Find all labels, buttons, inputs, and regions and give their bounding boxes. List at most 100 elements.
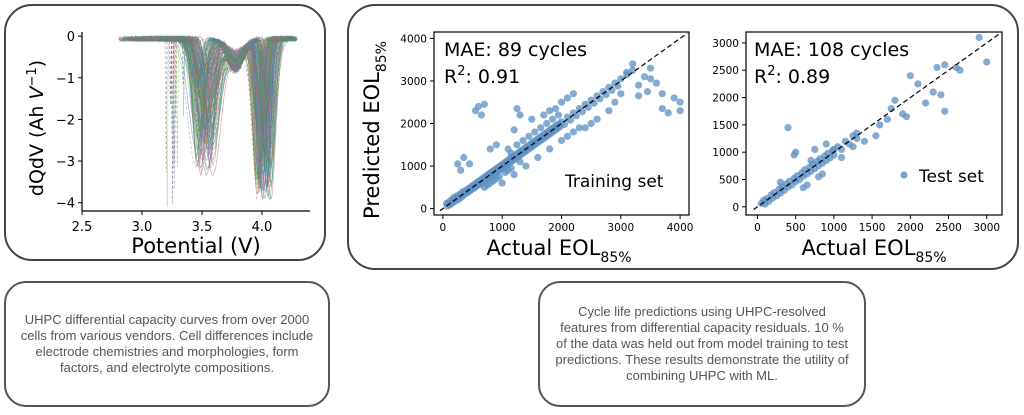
training-point [516,158,524,166]
test-point [818,170,826,178]
test-identity-line [753,33,1001,211]
dqdv-caption: UHPC differential capacity curves from o… [4,281,330,407]
training-point [635,81,643,89]
training-point [676,107,684,115]
training-point [510,171,518,179]
training-point [646,64,655,72]
test-xtick-label: 2500 [935,222,962,234]
training-point [498,179,506,187]
test-point [956,66,964,74]
test-point [891,96,899,104]
test-point [803,181,811,189]
dqdv-xlabel: Potential (V) [131,234,260,258]
training-point [605,107,613,115]
test-set-label: Test set [918,167,984,187]
test-xlabel: Actual EOL85% [801,236,946,266]
training-point [587,119,595,128]
training-point [549,115,557,123]
training-point [546,107,554,115]
dqdv-curve [165,36,289,201]
dqdv-curve [154,36,282,106]
test-ytick-label: 1000 [712,147,739,159]
test-mae-annotation: MAE: 108 cycles [754,39,909,61]
test-parity-chart: 0 500 1000 1500 2000 2500 3000 0 500 1000 1500 2000… [712,31,1003,266]
training-point [537,124,545,132]
training-point [507,149,515,157]
training-point [492,141,500,149]
test-point [853,129,861,137]
training-set-label: Training set [564,172,664,192]
training-point [471,107,480,115]
training-point [575,124,583,132]
training-point [643,88,652,96]
dqdv-ytick-label: 0 [67,30,75,45]
test-xtick-label: 3000 [973,222,1000,234]
dqdv-axes: 2.5 3.0 3.5 4.0 0 −1 −2 −3 −4 [56,30,310,235]
test-ytick-label: 0 [732,202,739,214]
training-point [560,120,569,128]
test-point [837,154,846,162]
training-xtick-label: 4000 [667,222,694,234]
dqdv-xtick-label: 4.0 [252,220,273,235]
dqdv-xtick-label: 2.5 [72,220,93,235]
dqdv-chart: 2.5 3.0 3.5 4.0 0 −1 −2 −3 −4 Potential (V) dQdV… [25,30,310,258]
training-r2-annotation: R2: 0.91 [444,64,520,88]
test-xtick-label: 2000 [897,222,924,234]
training-identity-line [439,32,688,212]
test-point [872,132,880,140]
dqdv-curve [146,36,284,143]
training-xtick-label: 3000 [607,222,634,234]
training-point [658,105,666,113]
test-point [860,137,868,145]
dqdv-curve [122,35,283,173]
dqdv-curve [151,35,293,168]
training-point [664,109,672,117]
dqdv-spike [171,36,175,200]
training-point [534,153,542,162]
training-mae-annotation: MAE: 89 cycles [444,39,587,61]
training-point [552,105,560,113]
test-point [922,99,930,107]
training-point [563,132,571,140]
training-point [629,66,637,74]
dqdv-spike [171,36,175,169]
test-ytick-label: 2000 [712,93,739,105]
training-xtick-label: 0 [440,222,447,234]
test-points [757,33,991,208]
dqdv-spike [174,36,178,118]
dqdv-spike [182,36,185,117]
training-point [546,145,554,153]
test-point [937,91,945,99]
training-ytick-label: 2000 [400,119,427,131]
test-point [914,80,922,88]
training-point [569,90,577,98]
training-points [442,60,684,210]
training-xlabel: Actual EOL85% [486,236,631,266]
test-axes: 0 500 1000 1500 2000 2500 3000 0 500 1000 1500 2000… [712,31,1003,234]
dqdv-spike [170,36,174,132]
test-point [792,148,800,156]
dqdv-curve [164,38,295,185]
dqdv-curve [160,37,291,156]
training-point [635,92,643,100]
training-axes: 0 1000 2000 3000 4000 0 1000 2000 3000 4000 [400,31,694,234]
training-ytick-label: 1000 [400,161,427,173]
test-point [906,72,914,80]
test-point [811,145,819,153]
training-point [584,103,592,111]
training-point [557,136,566,145]
training-point [554,111,563,119]
training-point [581,124,589,132]
test-xtick-label: 500 [786,222,806,234]
test-point [933,63,941,72]
dqdv-ytick-label: −4 [56,197,75,212]
training-point [563,94,571,102]
test-point [902,113,911,121]
training-point [617,75,625,83]
training-point [486,145,494,153]
training-point [578,108,586,116]
training-point [495,173,503,181]
test-ytick-label: 1500 [712,120,739,132]
dqdv-curve [169,38,292,155]
test-ytick-label: 3000 [712,38,739,50]
